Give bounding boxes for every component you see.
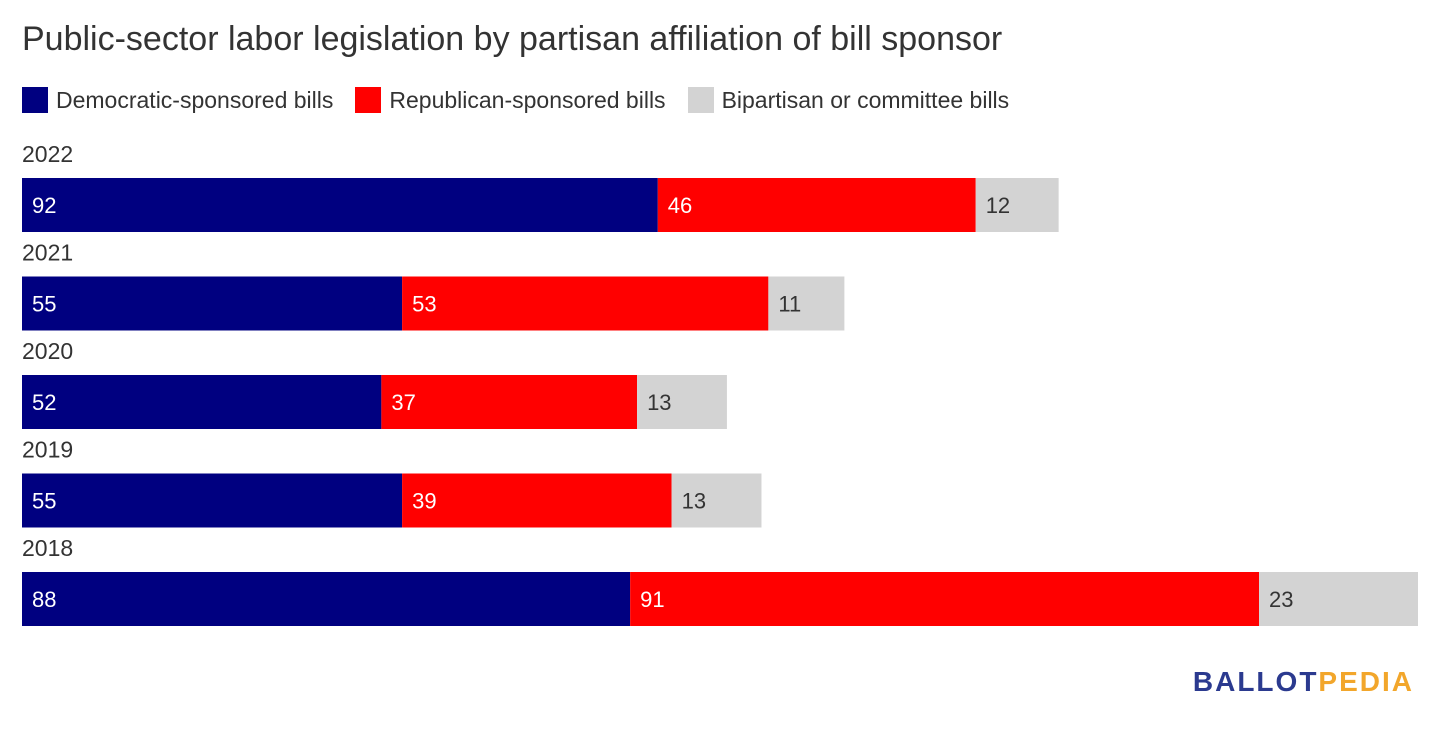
bar-2019-bipartisan-or-committee-bills [671, 473, 762, 528]
category-label-2021: 2021 [22, 240, 73, 266]
data-label-2018-republican-sponsored-bills: 91 [640, 587, 664, 612]
bar-2019-republican-sponsored-bills [402, 473, 672, 528]
bar-2020-bipartisan-or-committee-bills [637, 375, 727, 429]
legend-item-republican: Republican-sponsored bills [355, 86, 666, 114]
data-label-2020-bipartisan-or-committee-bills: 13 [647, 390, 671, 415]
category-label-2022: 2022 [22, 141, 73, 167]
legend-item-bipartisan: Bipartisan or committee bills [687, 86, 1010, 114]
data-label-2020-democratic-sponsored-bills: 52 [32, 390, 56, 415]
chart-title: Public-sector labor legislation by parti… [22, 20, 1003, 58]
bar-2022-democratic-sponsored-bills [22, 178, 658, 232]
bar-2018-democratic-sponsored-bills [22, 572, 631, 626]
category-label-2019: 2019 [22, 437, 73, 463]
data-label-2020-republican-sponsored-bills: 37 [391, 390, 415, 415]
data-label-2022-republican-sponsored-bills: 46 [668, 193, 692, 218]
data-label-2021-bipartisan-or-committee-bills: 11 [778, 292, 801, 317]
legend: Democratic-sponsored bills Republican-sp… [22, 84, 1031, 116]
bar-2022-bipartisan-or-committee-bills [975, 178, 1059, 232]
legend-swatch-democratic [22, 87, 48, 113]
data-label-2022-democratic-sponsored-bills: 92 [32, 193, 56, 218]
bar-2018-republican-sponsored-bills [630, 572, 1260, 626]
data-label-2021-republican-sponsored-bills: 53 [412, 292, 436, 317]
legend-item-democratic: Democratic-sponsored bills [22, 87, 333, 114]
logo-part-ballot: BALLOT [1192, 666, 1319, 697]
data-label-2018-bipartisan-or-committee-bills: 23 [1269, 587, 1293, 612]
bar-2018-bipartisan-or-committee-bills [1259, 572, 1418, 626]
logo-part-pedia: PEDIA [1318, 666, 1414, 697]
data-label-2022-bipartisan-or-committee-bills: 12 [986, 193, 1010, 218]
legend-label-republican: Republican-sponsored bills [389, 86, 666, 113]
legend-swatch-bipartisan [687, 87, 714, 113]
bar-2019-democratic-sponsored-bills [22, 473, 403, 528]
legend-swatch-republican [355, 87, 382, 113]
bar-2021-bipartisan-or-committee-bills [768, 276, 845, 331]
bar-2020-democratic-sponsored-bills [22, 375, 382, 429]
category-label-2020: 2020 [22, 338, 73, 364]
data-label-2021-democratic-sponsored-bills: 55 [32, 292, 56, 317]
bar-2021-democratic-sponsored-bills [22, 276, 403, 331]
bar-2021-republican-sponsored-bills [402, 276, 769, 331]
legend-label-democratic: Democratic-sponsored bills [56, 86, 334, 113]
bar-2020-republican-sponsored-bills [381, 375, 638, 429]
category-label-2018: 2018 [22, 535, 73, 561]
data-label-2019-bipartisan-or-committee-bills: 13 [682, 489, 706, 514]
bar-2022-republican-sponsored-bills [657, 178, 976, 232]
data-label-2019-republican-sponsored-bills: 39 [412, 489, 436, 514]
data-label-2018-democratic-sponsored-bills: 88 [32, 587, 56, 612]
ballotpedia-logo: BALLOTPEDIA [1193, 666, 1414, 698]
data-label-2019-democratic-sponsored-bills: 55 [32, 489, 56, 514]
legend-label-bipartisan: Bipartisan or committee bills [721, 86, 1010, 113]
